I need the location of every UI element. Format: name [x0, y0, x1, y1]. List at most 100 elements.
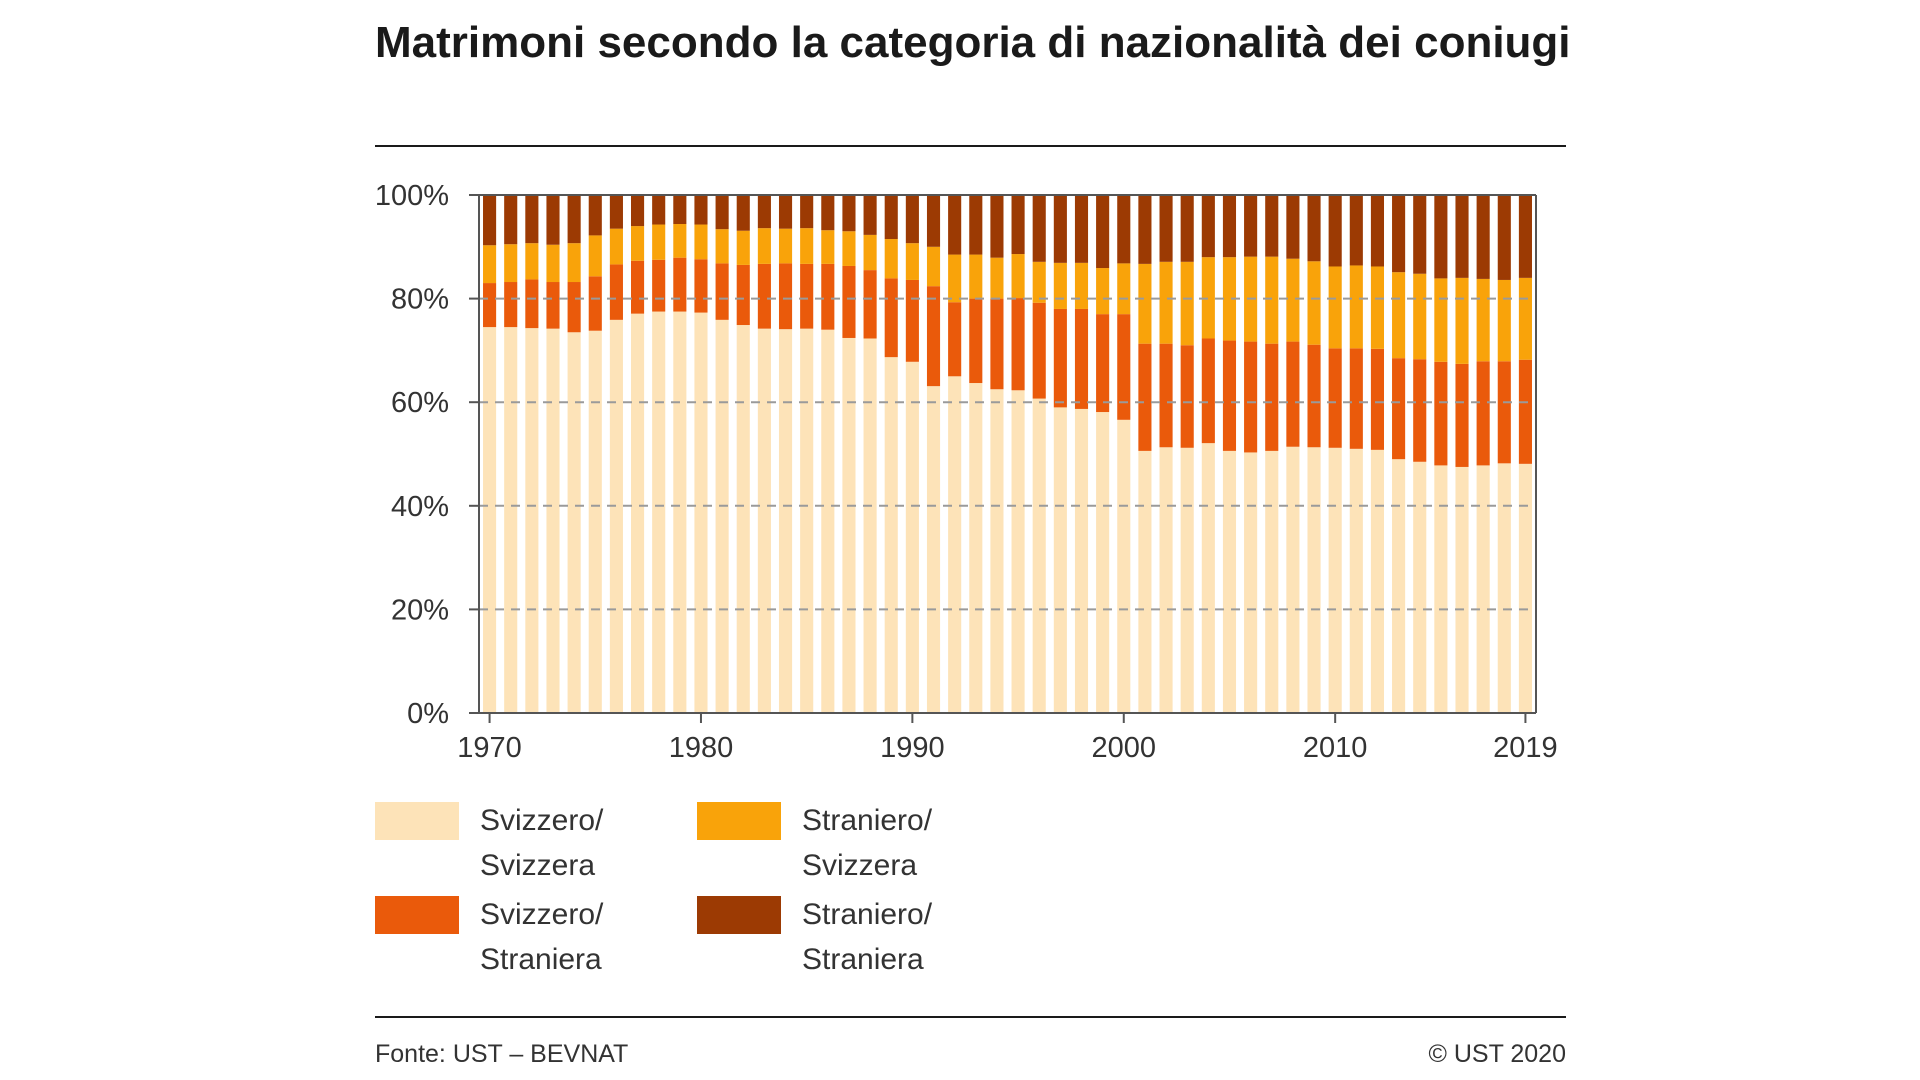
bar-segment [673, 195, 687, 225]
bar-segment [483, 245, 497, 284]
bar-segment [609, 195, 623, 229]
bar-segment [736, 195, 750, 231]
bar-segment [1032, 398, 1046, 713]
bar-segment [525, 195, 539, 244]
legend-label: Straniero/ Svizzera [802, 804, 933, 882]
bar-segment [504, 327, 518, 713]
bar-segment [1497, 195, 1511, 280]
bar-segment [842, 265, 856, 338]
bar-segment [1518, 359, 1532, 464]
bar-segment [821, 195, 835, 231]
bar-segment [1117, 314, 1131, 420]
bar-segment [1096, 412, 1110, 713]
bar-segment [948, 195, 962, 255]
legend-label: Straniero/ Straniera [802, 898, 933, 976]
bar-segment [588, 195, 602, 236]
bar-segment [525, 328, 539, 713]
bar-segment [1476, 278, 1490, 362]
bar-segment [1349, 265, 1363, 349]
y-tick-label: 40% [391, 491, 449, 523]
bar-segment [1370, 449, 1385, 713]
top-rule [375, 145, 1566, 147]
bar-segment [800, 263, 814, 329]
bar-segment [778, 263, 793, 330]
bar-segment [884, 357, 898, 713]
bar-segment [926, 195, 941, 247]
bar-segment [1476, 195, 1490, 279]
bar-segment [694, 312, 708, 713]
bar-segment [1328, 348, 1342, 448]
bar-segment [1434, 465, 1448, 713]
bar-segment [1455, 466, 1469, 713]
bar-segment [1307, 447, 1321, 713]
y-tick-label: 60% [391, 387, 449, 419]
bar-segment [1476, 465, 1490, 713]
bar-segment [1286, 446, 1300, 713]
bar-segment [1138, 263, 1152, 344]
bar-segment [1096, 314, 1110, 413]
bar-segment [800, 228, 814, 264]
bar-segment [1370, 348, 1385, 450]
bar-segment [567, 282, 581, 333]
bar-segment [905, 279, 919, 362]
bar-segment [631, 195, 645, 227]
bar-segment [1370, 195, 1385, 267]
bar-segment [969, 383, 983, 713]
bar-segment [800, 195, 814, 229]
bar-segment [694, 259, 708, 313]
bar-segment [483, 195, 497, 246]
y-tick-label: 80% [391, 284, 449, 316]
bar-segment [1518, 463, 1532, 713]
bar-segment [588, 330, 602, 713]
bar-segment [1180, 261, 1194, 346]
bar-segment [1265, 256, 1279, 344]
bar-segment [1349, 195, 1363, 266]
bar-segment [1180, 195, 1194, 262]
bar-segment [588, 235, 602, 277]
bar-segment [631, 226, 645, 261]
bar-segment [1307, 195, 1321, 262]
bar-segment [715, 229, 729, 264]
bar-segment [863, 195, 877, 235]
bar-segment [694, 224, 708, 260]
bar-segment [1201, 195, 1215, 258]
bar-segment [1392, 358, 1406, 460]
bar-segment [1413, 461, 1427, 713]
bar-segment [969, 195, 983, 255]
bar-segment [1159, 195, 1173, 262]
legend-label: Svizzero/ Svizzera [480, 804, 604, 882]
bar-segment [1053, 407, 1067, 713]
bar-segment [1497, 279, 1511, 362]
bar-segment [863, 234, 877, 271]
bar-segment [926, 246, 941, 287]
bar-segment [1413, 359, 1427, 462]
bar-segment [1286, 341, 1300, 447]
bar-segment [1497, 361, 1511, 464]
bar-segment [504, 195, 518, 245]
bar-segment [842, 337, 856, 713]
bar-segment [800, 328, 814, 713]
bar-segment [631, 313, 645, 713]
bar-segment [1180, 345, 1194, 448]
bar-segment [1455, 363, 1469, 467]
bar-segment [926, 386, 941, 713]
bar-segment [1074, 408, 1089, 713]
bar-segment [1307, 261, 1321, 345]
bar-segment [969, 254, 983, 299]
bar-segment [1392, 195, 1406, 273]
bar-segment [1370, 266, 1385, 349]
bar-segment [1265, 450, 1279, 713]
bar-segment [1053, 262, 1067, 309]
bar-segment [1201, 443, 1215, 713]
bar-segment [1053, 195, 1067, 263]
bar-segment [778, 228, 793, 264]
bar-segment [905, 195, 919, 244]
bar-segment [905, 361, 919, 713]
bar-segment [969, 298, 983, 384]
bar-segment [884, 278, 898, 358]
bar-segment [905, 243, 919, 280]
bar-segment [863, 270, 877, 339]
bar-segment [757, 263, 771, 329]
bar-segment [483, 283, 497, 328]
bar-segment [948, 254, 962, 303]
